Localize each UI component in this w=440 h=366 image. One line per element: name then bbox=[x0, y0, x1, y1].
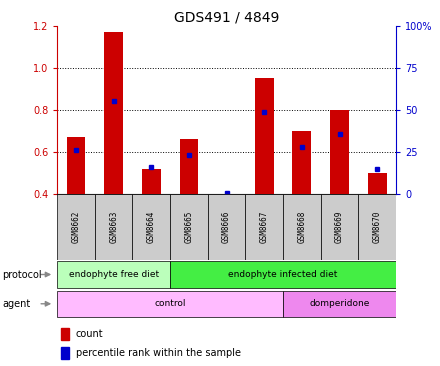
Text: GSM8670: GSM8670 bbox=[373, 211, 381, 243]
Text: GSM8662: GSM8662 bbox=[72, 211, 81, 243]
Text: endophyte infected diet: endophyte infected diet bbox=[228, 270, 338, 279]
FancyBboxPatch shape bbox=[57, 291, 283, 317]
FancyBboxPatch shape bbox=[358, 194, 396, 260]
FancyBboxPatch shape bbox=[57, 194, 95, 260]
Text: GSM8666: GSM8666 bbox=[222, 211, 231, 243]
FancyBboxPatch shape bbox=[170, 194, 208, 260]
FancyBboxPatch shape bbox=[283, 194, 321, 260]
Text: endophyte free diet: endophyte free diet bbox=[69, 270, 159, 279]
Text: control: control bbox=[154, 299, 186, 308]
Bar bbox=[293, 131, 312, 194]
Bar bbox=[330, 110, 349, 194]
Title: GDS491 / 4849: GDS491 / 4849 bbox=[174, 11, 279, 25]
FancyBboxPatch shape bbox=[170, 261, 396, 288]
Text: GSM8663: GSM8663 bbox=[109, 211, 118, 243]
FancyBboxPatch shape bbox=[283, 291, 396, 317]
FancyBboxPatch shape bbox=[57, 261, 170, 288]
FancyBboxPatch shape bbox=[95, 194, 132, 260]
Text: protocol: protocol bbox=[2, 269, 42, 280]
FancyBboxPatch shape bbox=[246, 194, 283, 260]
Text: domperidone: domperidone bbox=[309, 299, 370, 308]
Text: GSM8667: GSM8667 bbox=[260, 211, 269, 243]
Text: agent: agent bbox=[2, 299, 30, 309]
FancyBboxPatch shape bbox=[321, 194, 358, 260]
FancyBboxPatch shape bbox=[208, 194, 246, 260]
Bar bbox=[180, 139, 198, 194]
Bar bbox=[368, 173, 387, 194]
Bar bbox=[61, 347, 69, 359]
Bar bbox=[104, 32, 123, 194]
FancyBboxPatch shape bbox=[132, 194, 170, 260]
Bar bbox=[142, 169, 161, 194]
Text: percentile rank within the sample: percentile rank within the sample bbox=[76, 348, 241, 358]
Text: count: count bbox=[76, 329, 103, 339]
Bar bbox=[255, 78, 274, 194]
Bar bbox=[61, 328, 69, 340]
Text: GSM8668: GSM8668 bbox=[297, 211, 306, 243]
Bar bbox=[66, 137, 85, 194]
Text: GSM8669: GSM8669 bbox=[335, 211, 344, 243]
Text: GSM8664: GSM8664 bbox=[147, 211, 156, 243]
Text: GSM8665: GSM8665 bbox=[184, 211, 194, 243]
